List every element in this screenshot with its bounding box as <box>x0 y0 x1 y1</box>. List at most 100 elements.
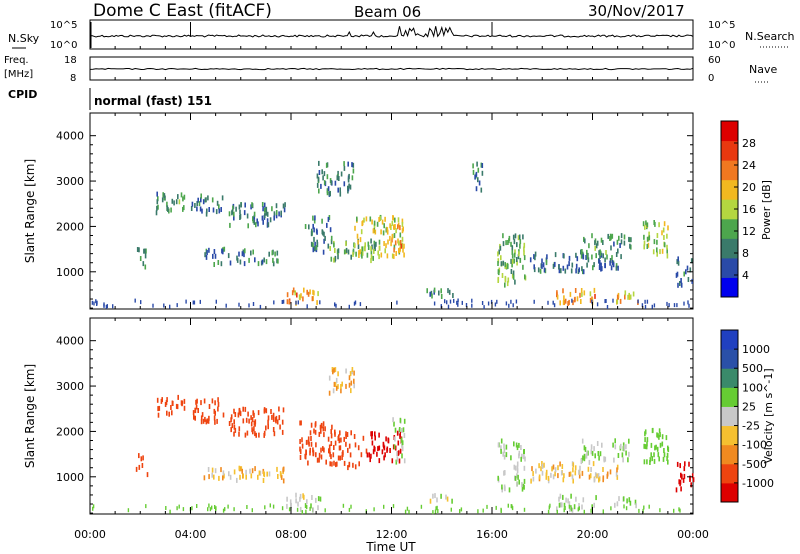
data-cell <box>642 508 644 513</box>
data-cell <box>261 202 264 207</box>
data-cell <box>211 467 214 473</box>
data-cell <box>176 506 178 511</box>
data-cell <box>680 486 682 492</box>
data-cell <box>310 436 312 441</box>
data-cell <box>337 384 339 390</box>
data-cell <box>596 302 599 307</box>
x-tick-label: 04:00 <box>175 528 207 541</box>
data-cell <box>395 228 397 234</box>
data-cell <box>574 296 576 302</box>
data-cell <box>343 249 346 255</box>
data-cell <box>590 449 593 455</box>
data-cell <box>568 255 571 261</box>
data-cell <box>504 282 506 288</box>
data-cell <box>331 424 333 430</box>
cpid-value: normal (fast) 151 <box>94 94 212 108</box>
data-cell <box>659 442 662 448</box>
data-cell <box>524 274 526 280</box>
data-cell <box>320 454 323 460</box>
data-cell <box>387 437 389 443</box>
data-cell <box>616 298 619 304</box>
data-cell <box>599 250 602 256</box>
data-cell <box>394 224 396 229</box>
data-cell <box>595 243 598 249</box>
data-cell <box>628 294 631 300</box>
data-cell <box>248 303 250 308</box>
data-cell <box>350 380 353 386</box>
data-cell <box>259 304 262 309</box>
data-cell <box>177 194 179 200</box>
data-cell <box>446 496 449 502</box>
data-cell <box>338 176 340 181</box>
data-cell <box>228 471 230 477</box>
data-cell <box>364 242 366 248</box>
data-cell <box>250 204 252 210</box>
data-cell <box>312 242 314 248</box>
data-cell <box>312 447 314 453</box>
data-cell <box>519 239 522 245</box>
data-cell <box>590 508 592 513</box>
data-cell <box>352 168 355 174</box>
data-cell <box>490 299 493 304</box>
data-cell <box>517 474 519 480</box>
velocity-colorbar-tick-label: -1000 <box>742 477 774 490</box>
data-cell <box>255 432 257 438</box>
data-cell <box>392 215 394 221</box>
data-cell <box>499 245 502 251</box>
data-cell <box>643 244 645 250</box>
data-cell <box>331 461 333 467</box>
data-cell <box>194 203 196 208</box>
data-cell <box>501 487 503 493</box>
data-cell <box>200 415 203 421</box>
data-cell <box>306 505 308 509</box>
data-cell <box>471 298 473 303</box>
cpid-label: CPID <box>8 88 37 101</box>
data-cell <box>522 264 524 270</box>
data-cell <box>345 241 347 247</box>
data-cell <box>195 404 198 410</box>
data-cell <box>646 299 649 304</box>
data-cell <box>570 268 573 274</box>
data-cell <box>183 205 185 211</box>
data-cell <box>319 496 322 502</box>
data-cell <box>391 237 393 243</box>
data-cell <box>676 303 678 308</box>
data-cell <box>323 447 325 453</box>
data-cell <box>239 213 242 219</box>
data-cell <box>240 202 242 208</box>
data-cell <box>534 251 537 257</box>
data-cell <box>214 400 216 406</box>
data-cell <box>666 301 668 306</box>
data-cell <box>238 408 241 414</box>
y-tick-label: 3000 <box>56 380 84 393</box>
data-cell <box>404 509 407 514</box>
data-cell <box>173 200 175 206</box>
data-cell <box>244 248 246 254</box>
data-cell <box>238 251 240 257</box>
velocity-colorbar-cell <box>721 463 738 484</box>
data-cell <box>138 247 140 253</box>
data-cell <box>221 195 224 201</box>
data-cell <box>333 257 335 263</box>
data-cell <box>349 371 352 377</box>
data-cell <box>313 218 316 224</box>
data-cell <box>324 426 326 432</box>
data-cell <box>658 456 660 462</box>
data-cell <box>666 253 669 259</box>
data-cell <box>208 474 210 480</box>
data-cell <box>569 471 572 477</box>
data-cell <box>218 208 221 214</box>
data-cell <box>374 435 376 441</box>
data-cell <box>512 270 515 276</box>
x-tick-label: 12:00 <box>376 528 408 541</box>
data-cell <box>402 226 404 232</box>
data-cell <box>193 300 196 305</box>
data-cell <box>675 272 678 278</box>
data-cell <box>302 493 304 499</box>
data-cell <box>229 474 232 480</box>
data-cell <box>567 498 569 504</box>
data-cell <box>644 304 647 309</box>
data-cell <box>523 484 525 490</box>
velocity-plot-frame <box>89 317 694 515</box>
data-cell <box>217 401 220 407</box>
